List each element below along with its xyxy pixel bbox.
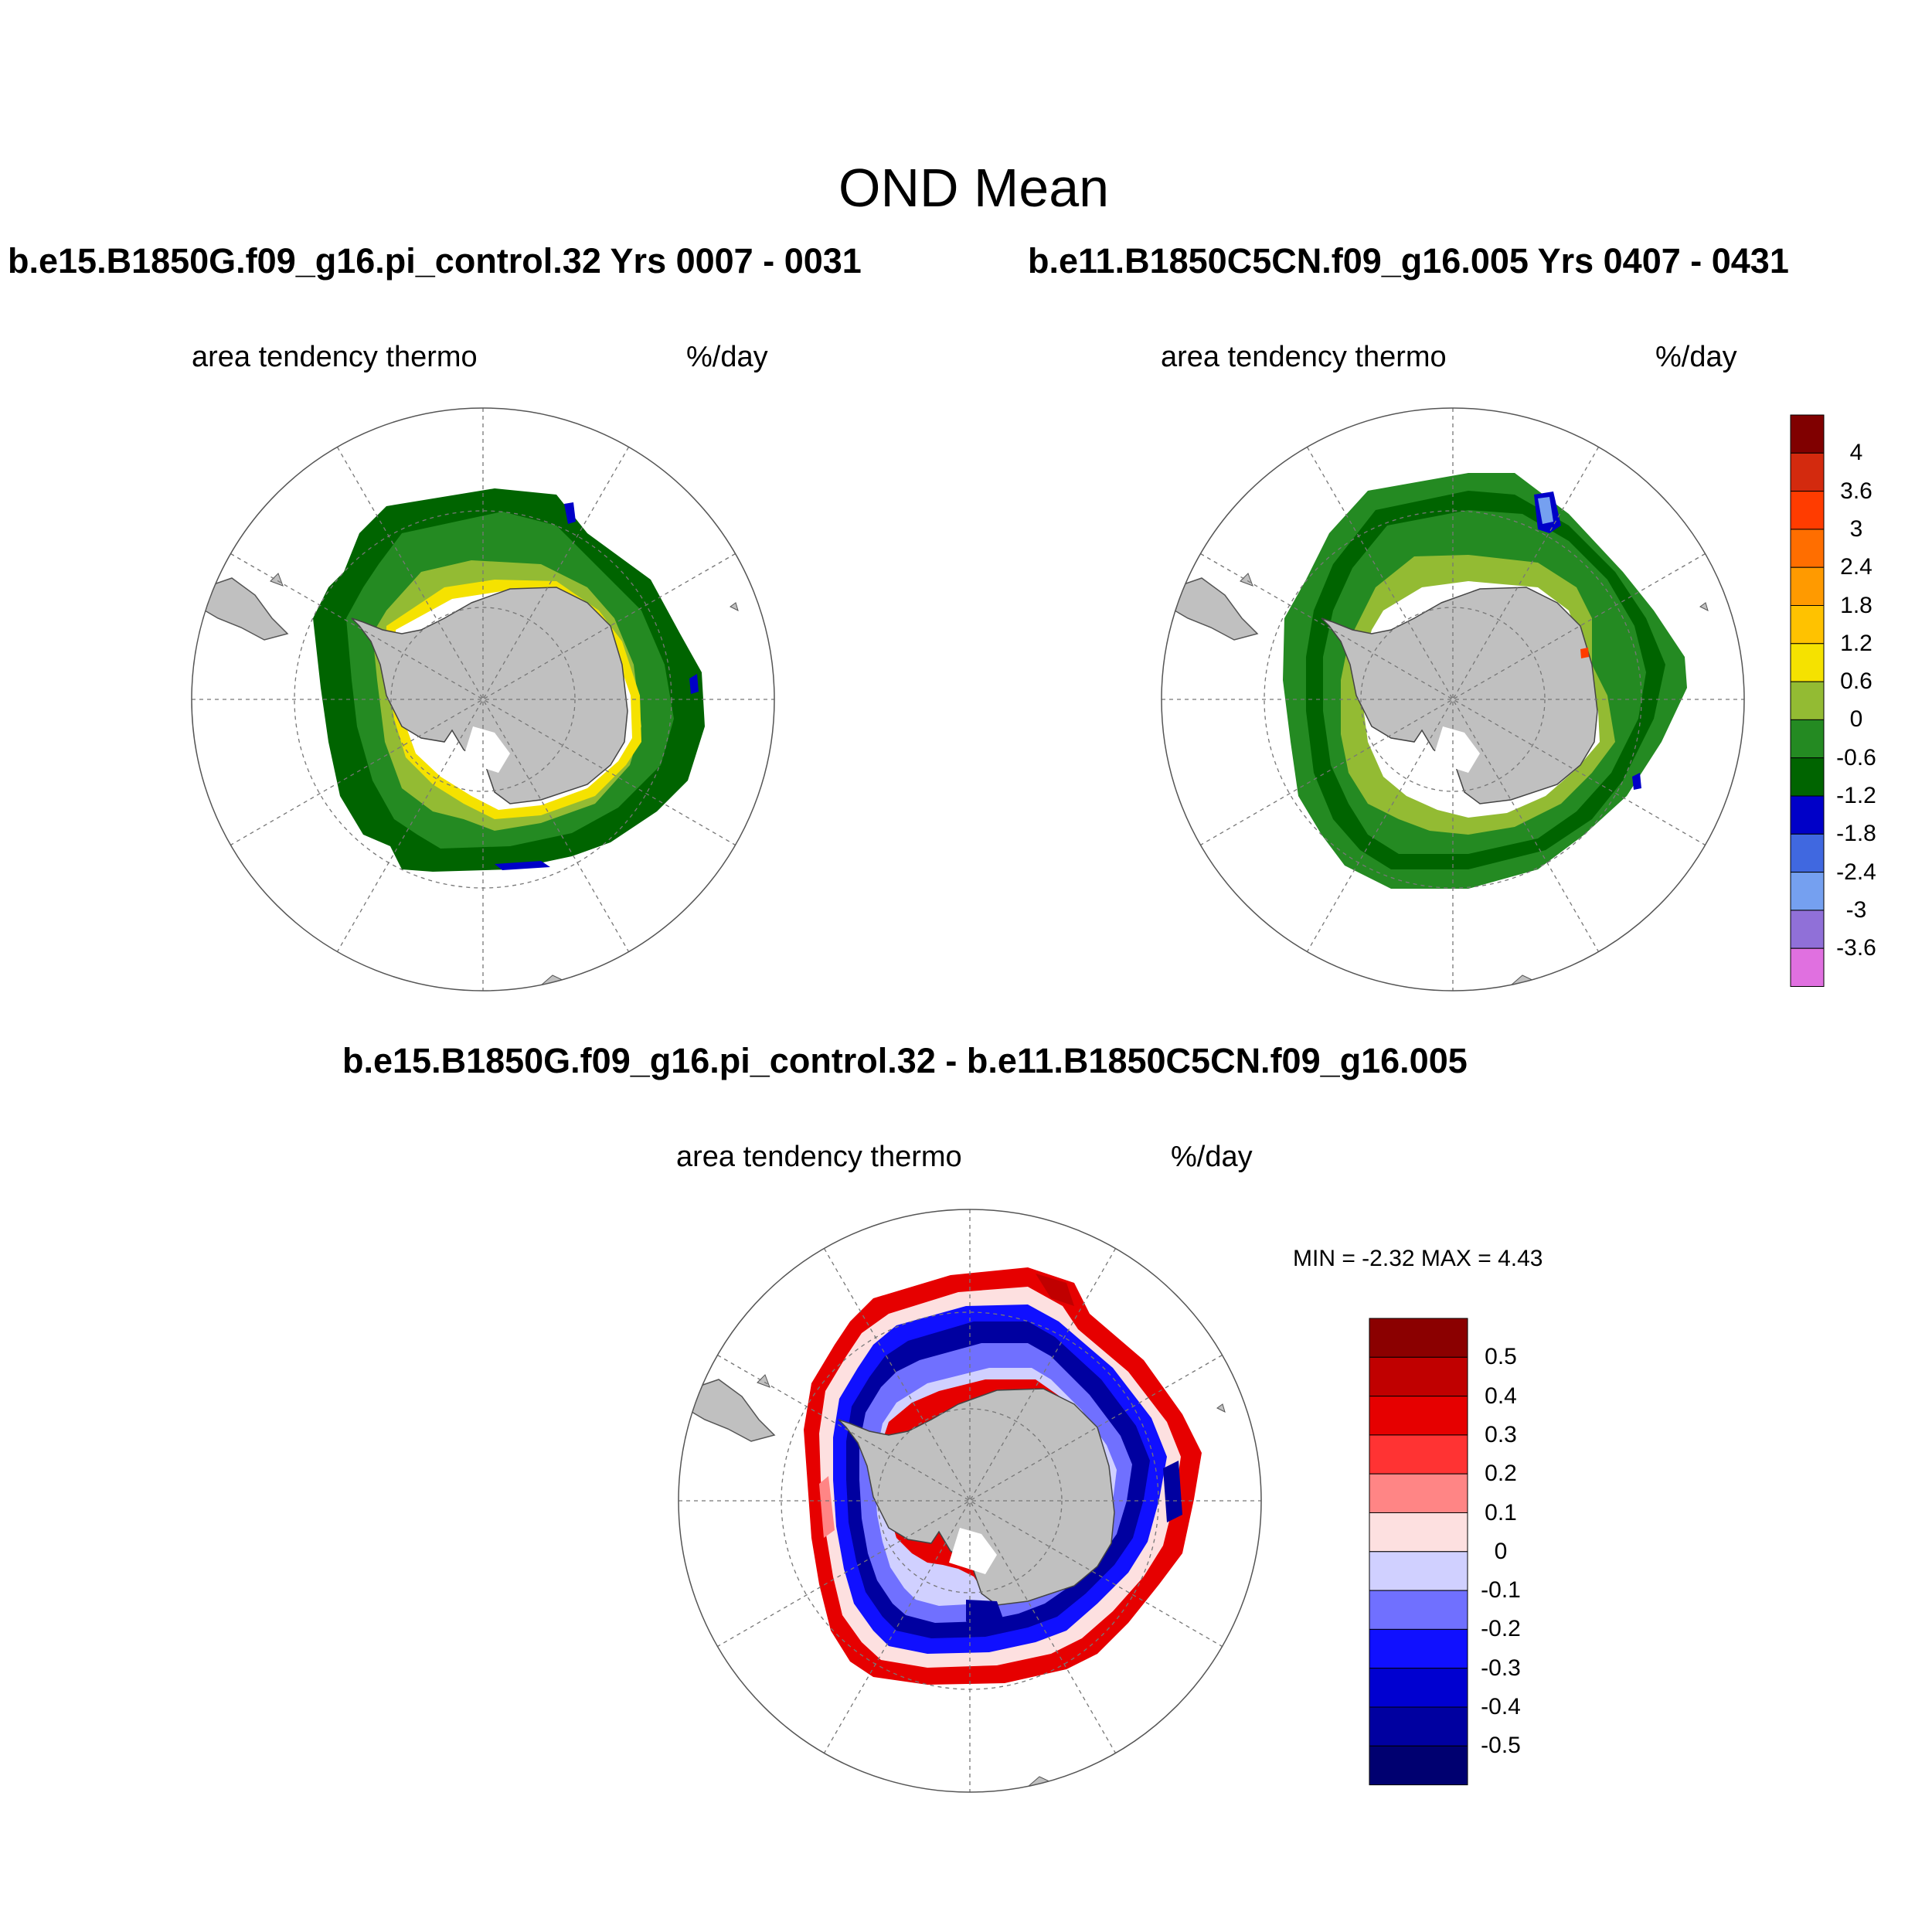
south-america-landmass (1174, 577, 1259, 641)
colorbar-tick-label: -3 (1845, 896, 1867, 923)
panel-2-units-label: %/day (1655, 341, 1737, 373)
colorbar-box (1790, 529, 1825, 568)
colorbar-tick-label: -0.1 (1481, 1577, 1521, 1604)
colorbar-tick-label: -0.2 (1481, 1616, 1521, 1642)
panel-2-variable-label: area tendency thermo (1161, 341, 1447, 373)
colorbar-box (1369, 1706, 1468, 1747)
panel-3-case-label: b.e15.B1850G.f09_g16.pi_control.32 - b.e… (342, 1041, 1468, 1080)
colorbar-tick-label: -1.2 (1836, 783, 1876, 808)
colorbar-box (1369, 1318, 1468, 1358)
colorbar-tick-label: -3.6 (1836, 935, 1876, 961)
colorbar-tick-label: 1.2 (1840, 630, 1872, 656)
colorbar-box (1790, 605, 1825, 645)
panel-1-case-label: b.e15.B1850G.f09_g16.pi_control.32 Yrs 0… (8, 241, 862, 281)
panel-1-units-label: %/day (686, 341, 768, 373)
colorbar-box (1790, 833, 1825, 873)
colorbar-tick-label: -0.3 (1481, 1655, 1521, 1681)
figure-title: OND Mean (838, 158, 1110, 218)
panel-2-map (1161, 407, 1745, 992)
colorbar-tick-label: 4 (1849, 440, 1863, 466)
panel-2-antarctica (1321, 587, 1598, 804)
colorbar-box (1790, 947, 1825, 987)
colorbar-tick-label: 3 (1849, 515, 1863, 542)
panel-1-map (191, 407, 775, 992)
colorbar-box (1369, 1356, 1468, 1397)
colorbar-box (1369, 1668, 1468, 1708)
panel-3-antarctica (838, 1388, 1115, 1606)
colorbar-box (1369, 1628, 1468, 1669)
colorbar-box (1369, 1551, 1468, 1591)
colorbar-box (1369, 1590, 1468, 1630)
colorbar-tick-label: 0.6 (1840, 668, 1872, 695)
colorbar-box (1790, 681, 1825, 720)
panel-3-min-max-label: MIN = -2.32 MAX = 4.43 (1293, 1246, 1543, 1271)
colorbar-box (1369, 1434, 1468, 1475)
fields-colorbar (1790, 414, 1825, 987)
colorbar-tick-label: 0 (1849, 706, 1863, 733)
colorbar-box (1790, 491, 1825, 530)
south-america-landmass (691, 1379, 776, 1442)
colorbar-tick-label: 0.4 (1485, 1383, 1517, 1409)
panel-1-antarctica (351, 587, 628, 804)
panel-3-map (678, 1209, 1262, 1793)
south-america-landmass (204, 577, 289, 641)
colorbar-box (1790, 452, 1825, 492)
colorbar-box (1369, 1512, 1468, 1553)
panel-2-case-label: b.e11.B1850C5CN.f09_g16.005 Yrs 0407 - 0… (1028, 241, 1789, 281)
colorbar-box (1790, 795, 1825, 835)
colorbar-tick-label: 0.2 (1485, 1461, 1517, 1487)
colorbar-tick-label: 2.4 (1840, 554, 1872, 580)
colorbar-box (1790, 872, 1825, 911)
colorbar-tick-label: -0.4 (1481, 1694, 1521, 1719)
colorbar-tick-label: 0 (1494, 1538, 1508, 1564)
colorbar-tick-label: 3.6 (1840, 478, 1872, 504)
colorbar-box (1790, 414, 1825, 454)
colorbar-box (1790, 719, 1825, 759)
colorbar-tick-label: -2.4 (1836, 859, 1876, 885)
colorbar-tick-label: -1.8 (1836, 821, 1876, 847)
colorbar-tick-label: -0.5 (1481, 1733, 1521, 1759)
colorbar-tick-label: 0.3 (1485, 1421, 1517, 1447)
colorbar-box (1790, 910, 1825, 949)
colorbar-tick-label: 0.1 (1485, 1499, 1517, 1526)
colorbar-tick-label: 0.5 (1485, 1344, 1517, 1370)
colorbar-box (1369, 1396, 1468, 1436)
panel-1-variable-label: area tendency thermo (192, 341, 478, 373)
colorbar-tick-label: 1.8 (1840, 592, 1872, 618)
difference-colorbar (1369, 1318, 1468, 1786)
colorbar-box (1790, 643, 1825, 682)
colorbar-tick-label: -0.6 (1836, 744, 1876, 770)
colorbar-box (1790, 757, 1825, 797)
colorbar-box (1790, 566, 1825, 607)
colorbar-box (1369, 1745, 1468, 1786)
panel-3-variable-label: area tendency thermo (676, 1141, 962, 1173)
colorbar-box (1369, 1473, 1468, 1513)
panel-3-units-label: %/day (1171, 1141, 1253, 1173)
